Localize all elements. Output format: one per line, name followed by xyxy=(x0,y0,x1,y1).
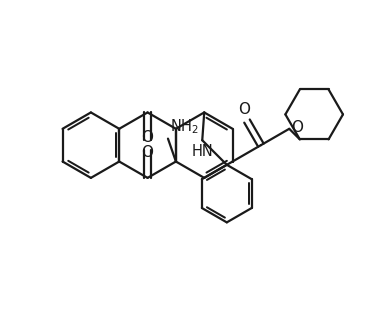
Text: NH$_2$: NH$_2$ xyxy=(170,117,199,136)
Text: O: O xyxy=(142,145,154,160)
Text: HN: HN xyxy=(191,144,213,159)
Text: O: O xyxy=(142,130,154,145)
Text: O: O xyxy=(238,102,250,117)
Text: O: O xyxy=(291,120,303,135)
